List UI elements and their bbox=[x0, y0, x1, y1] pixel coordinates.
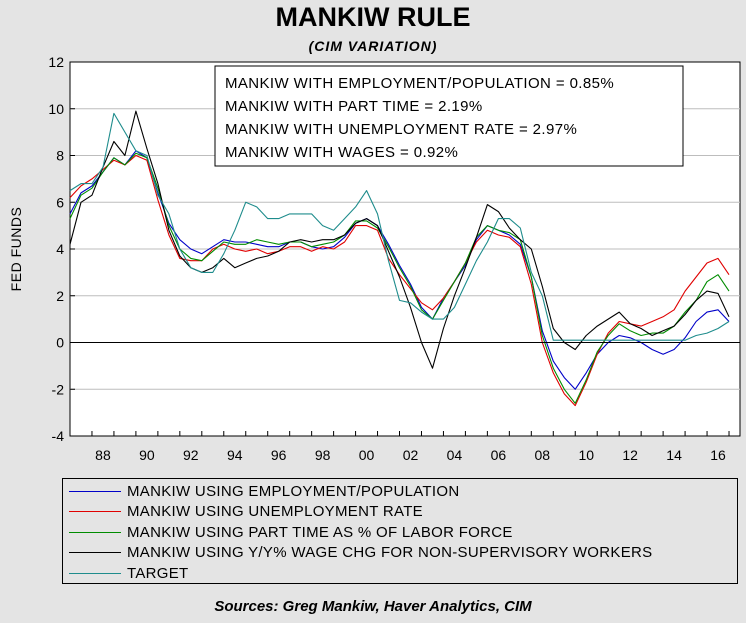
x-tick-label: 12 bbox=[622, 447, 638, 463]
annotation-box bbox=[214, 65, 684, 167]
x-tick-label: 08 bbox=[535, 447, 551, 463]
sources-footnote: Sources: Greg Mankiw, Haver Analytics, C… bbox=[214, 598, 532, 615]
series-line-5 bbox=[69, 112, 730, 341]
legend-item: TARGET bbox=[69, 563, 189, 583]
x-tick-label: 10 bbox=[578, 447, 594, 463]
series-line-2 bbox=[69, 154, 730, 407]
y-tick-label: -2 bbox=[52, 381, 65, 397]
legend-item: MANKIW USING PART TIME AS % OF LABOR FOR… bbox=[69, 522, 513, 542]
legend-swatch bbox=[69, 552, 121, 553]
legend-label: MANKIW USING UNEMPLOYMENT RATE bbox=[127, 503, 423, 520]
x-tick-label: 02 bbox=[403, 447, 419, 463]
series-lines bbox=[69, 110, 730, 407]
stats-annotation-box: MANKIW WITH EMPLOYMENT/POPULATION = 0.85… bbox=[214, 65, 684, 167]
y-tick-label: 6 bbox=[56, 194, 64, 210]
legend-item: MANKIW USING EMPLOYMENT/POPULATION bbox=[69, 481, 459, 501]
legend-label: MANKIW USING PART TIME AS % OF LABOR FOR… bbox=[127, 523, 513, 541]
chart-title: MANKIW RULE bbox=[275, 2, 471, 32]
x-tick-label: 98 bbox=[315, 447, 331, 463]
x-tick-label: 14 bbox=[666, 447, 682, 463]
y-tick-label: 4 bbox=[56, 241, 64, 257]
y-tick-label: 0 bbox=[56, 335, 64, 351]
y-tick-label: 2 bbox=[56, 288, 64, 304]
y-tick-label: 12 bbox=[48, 54, 64, 70]
annotation-line: MANKIW WITH UNEMPLOYMENT RATE = 2.97% bbox=[225, 121, 577, 138]
y-tick-label: 8 bbox=[56, 148, 64, 164]
legend: MANKIW USING EMPLOYMENT/POPULATION MANKIW… bbox=[62, 478, 738, 584]
y-tick-label: 10 bbox=[48, 101, 64, 117]
legend-item: MANKIW USING UNEMPLOYMENT RATE bbox=[69, 502, 423, 522]
x-tick-label: 88 bbox=[95, 447, 111, 463]
x-tick-label: 04 bbox=[447, 447, 463, 463]
x-tick-label: 16 bbox=[710, 447, 726, 463]
series-line-4 bbox=[69, 110, 730, 369]
legend-label: MANKIW USING Y/Y% WAGE CHG FOR NON-SUPER… bbox=[127, 544, 653, 561]
x-tick-label: 00 bbox=[359, 447, 375, 463]
legend-swatch bbox=[69, 490, 121, 492]
legend-swatch bbox=[69, 572, 121, 574]
legend-label: TARGET bbox=[127, 564, 189, 582]
chart-subtitle: (CIM VARIATION) bbox=[308, 38, 438, 54]
annotation-line: MANKIW WITH PART TIME = 2.19% bbox=[225, 98, 483, 115]
x-tick-label: 06 bbox=[491, 447, 507, 463]
legend-swatch bbox=[69, 511, 121, 512]
legend-item: MANKIW USING Y/Y% WAGE CHG FOR NON-SUPER… bbox=[69, 543, 652, 563]
axes: 12 10 8 6 4 2 0 -2 -4 88 90 92 94 96 98 00 02 04 06 08 10 12 1… bbox=[48, 54, 740, 463]
x-tick-label: 90 bbox=[139, 447, 155, 463]
series-line-1 bbox=[69, 150, 730, 390]
x-tick-label: 92 bbox=[183, 447, 199, 463]
x-tick-label: 94 bbox=[227, 447, 243, 463]
legend-swatch bbox=[69, 531, 121, 533]
annotation-line: MANKIW WITH WAGES = 0.92% bbox=[225, 144, 458, 161]
y-tick-label: -4 bbox=[52, 428, 65, 444]
annotation-line: MANKIW WITH EMPLOYMENT/POPULATION = 0.85… bbox=[225, 75, 614, 92]
legend-label: MANKIW USING EMPLOYMENT/POPULATION bbox=[127, 482, 460, 500]
x-tick-label: 96 bbox=[271, 447, 287, 463]
